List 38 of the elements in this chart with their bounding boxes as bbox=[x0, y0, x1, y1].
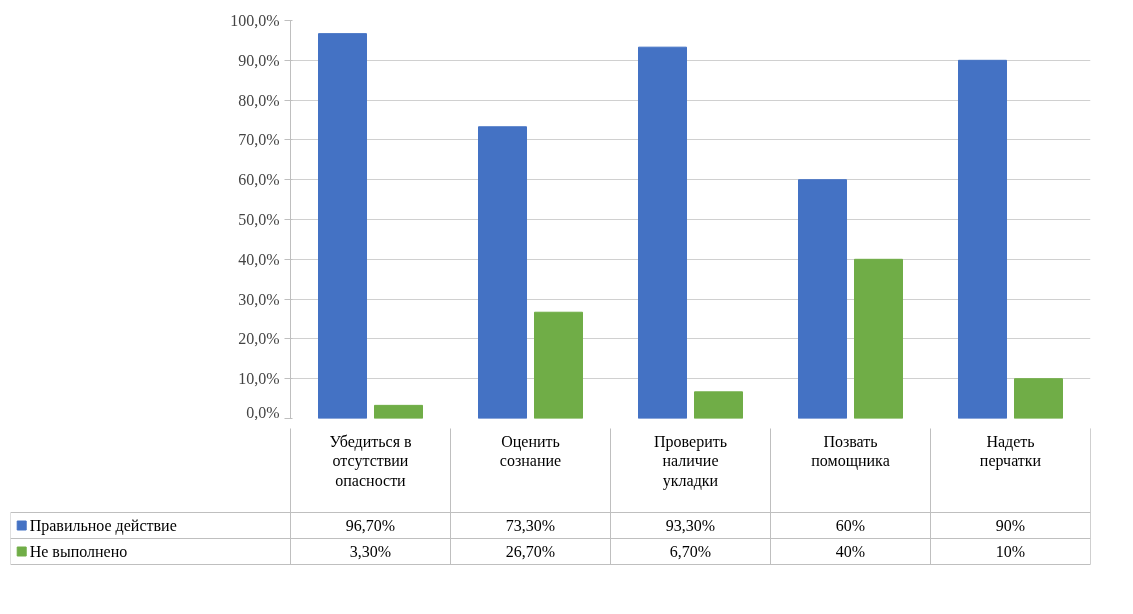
x-tick-label: Убедиться в отсутствии опасности bbox=[329, 432, 413, 489]
data-label: 96,70% bbox=[345, 517, 396, 534]
x-tick-label: Надеть перчатки bbox=[979, 432, 1042, 471]
y-tick-label: 20,0% bbox=[238, 330, 280, 348]
bar bbox=[318, 33, 367, 419]
legend-label: Правильное действие bbox=[29, 517, 177, 535]
data-label: 93,30% bbox=[665, 517, 716, 534]
y-tick-label: 0,0% bbox=[246, 403, 280, 421]
y-tick-label: 80,0% bbox=[238, 91, 280, 109]
data-label: 73,30% bbox=[505, 517, 556, 534]
bar bbox=[798, 179, 847, 419]
x-tick-label: Оценить сознание bbox=[499, 432, 562, 470]
y-tick-label: 100,0% bbox=[230, 12, 280, 29]
x-tick-label: Позвать помощника bbox=[811, 432, 890, 471]
data-label: 26,70% bbox=[505, 543, 556, 560]
data-label: 90% bbox=[995, 517, 1026, 534]
data-label: 60% bbox=[835, 517, 866, 534]
bar bbox=[638, 46, 687, 419]
bar bbox=[374, 404, 423, 419]
data-label: 6,70% bbox=[669, 543, 712, 560]
bar bbox=[534, 311, 583, 419]
data-label: 3,30% bbox=[349, 543, 392, 560]
data-label: 40% bbox=[835, 543, 866, 560]
y-tick-label: 60,0% bbox=[238, 171, 280, 189]
y-tick-label: 10,0% bbox=[238, 370, 280, 388]
bar bbox=[854, 258, 903, 419]
y-tick-label: 90,0% bbox=[238, 51, 280, 69]
bar bbox=[694, 391, 743, 419]
bar bbox=[1014, 378, 1063, 419]
bar bbox=[478, 126, 527, 419]
x-tick-label: Проверить наличие укладки bbox=[654, 432, 727, 490]
data-label: 10% bbox=[995, 543, 1026, 560]
y-tick-label: 50,0% bbox=[238, 211, 280, 228]
legend-label: Не выполнено bbox=[29, 543, 128, 560]
y-tick-label: 30,0% bbox=[238, 290, 280, 308]
y-tick-label: 70,0% bbox=[238, 131, 280, 149]
y-tick-label: 40,0% bbox=[238, 250, 280, 268]
bar bbox=[958, 59, 1007, 419]
